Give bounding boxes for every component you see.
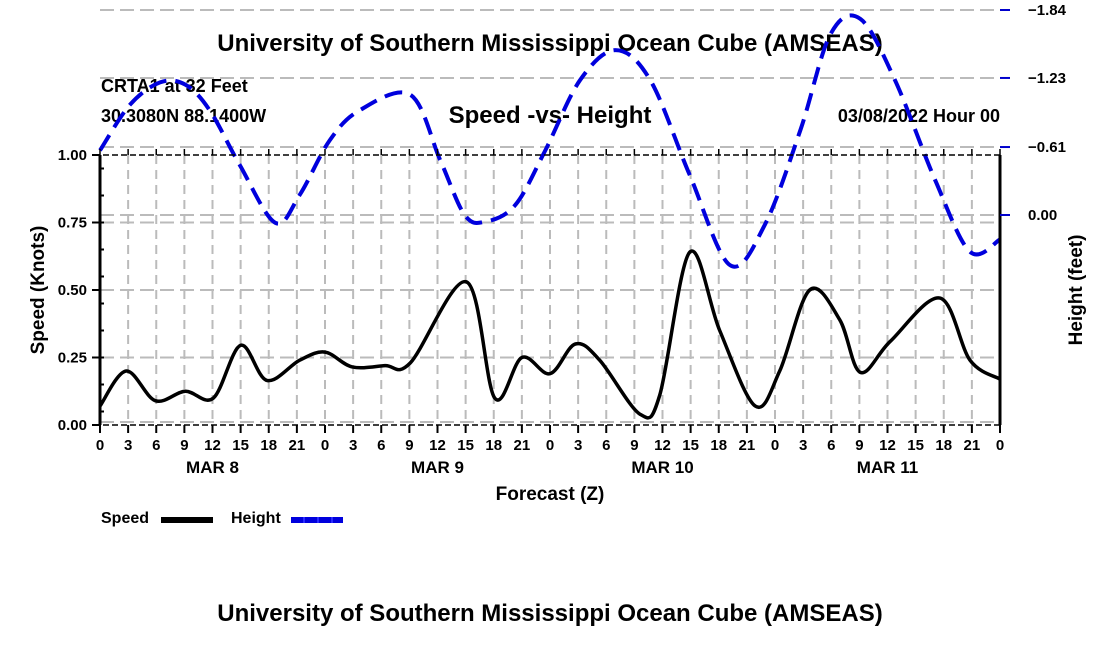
y-tick-label: 0.75	[58, 215, 87, 232]
x-tick-label: 0	[771, 437, 779, 454]
y-tick-label: 0.50	[58, 282, 87, 299]
y2-axis-label: Height (feet)	[1066, 235, 1087, 346]
y2-tick-label: 0.00	[1028, 207, 1057, 224]
x-tick-label: 6	[377, 437, 385, 454]
x-tick-label: 12	[654, 437, 671, 454]
forecast-date: 03/08/2022 Hour 00	[837, 106, 1000, 126]
legend-speed-label: Speed	[101, 510, 150, 527]
x-tick-label: 0	[546, 437, 554, 454]
series-speed-line	[98, 249, 1001, 420]
y2-tick-label: −1.84	[1028, 2, 1067, 19]
y2-tick-label: −0.61	[1028, 139, 1066, 156]
x-tick-label: 3	[349, 437, 357, 454]
y-tick-label: 0.00	[58, 417, 87, 434]
x-tick-label: 6	[152, 437, 160, 454]
x-tick-label: 3	[799, 437, 807, 454]
x-tick-label: 21	[964, 437, 981, 454]
x-tick-label: 18	[485, 437, 502, 454]
legend-height-swatch	[291, 517, 343, 523]
x-tick-label: 21	[739, 437, 756, 454]
grid	[100, 9, 1000, 425]
x-tick-label: 18	[710, 437, 727, 454]
y-tick-label: 1.00	[58, 147, 87, 164]
axes: 0.00 0.25 0.50 0.75 1.00 0.00 −0.61 −1.23 −1.84 0…	[58, 2, 1067, 477]
x-tick-label: 0	[321, 437, 329, 454]
x-tick-label: 18	[260, 437, 277, 454]
x-tick-label: 15	[907, 437, 924, 454]
station-label: CRTA1 at 32 Feet	[101, 76, 248, 96]
series-layer	[98, 13, 1002, 420]
x-tick-label: 15	[682, 437, 699, 454]
x-tick-label: 21	[289, 437, 306, 454]
x-tick-label: 0	[96, 437, 104, 454]
x-tick-label: 9	[630, 437, 638, 454]
x-tick-label: 12	[879, 437, 896, 454]
legend-height-label: Height	[231, 510, 281, 527]
x-tick-label: 12	[204, 437, 221, 454]
coordinates-label: 30.3080N 88.1400W	[101, 106, 267, 126]
x-tick-label: 6	[827, 437, 835, 454]
day-label: MAR 8	[186, 458, 239, 477]
main-title: University of Southern Mississippi Ocean…	[217, 30, 883, 57]
y-tick-label: 0.25	[58, 350, 87, 367]
legend-speed-swatch	[161, 517, 213, 523]
x-tick-label: 18	[935, 437, 952, 454]
series-height-line	[98, 13, 1002, 269]
day-label: MAR 9	[411, 458, 464, 477]
y2-tick-label: −1.23	[1028, 70, 1066, 87]
x-tick-label: 9	[180, 437, 188, 454]
footer-title: University of Southern Mississippi Ocean…	[217, 600, 883, 627]
x-tick-label: 9	[855, 437, 863, 454]
x-axis-label: Forecast (Z)	[496, 484, 605, 505]
day-label: MAR 10	[631, 458, 693, 477]
x-tick-label: 0	[996, 437, 1004, 454]
x-tick-label: 15	[457, 437, 474, 454]
x-tick-label: 15	[232, 437, 249, 454]
x-tick-label: 3	[574, 437, 582, 454]
x-tick-label: 12	[429, 437, 446, 454]
x-tick-label: 21	[514, 437, 531, 454]
x-tick-label: 3	[124, 437, 132, 454]
x-tick-label: 6	[602, 437, 610, 454]
y-axis-label: Speed (Knots)	[28, 226, 49, 355]
day-label: MAR 11	[857, 458, 918, 477]
chart-title: Speed -vs- Height	[448, 102, 652, 129]
x-tick-label: 9	[405, 437, 413, 454]
